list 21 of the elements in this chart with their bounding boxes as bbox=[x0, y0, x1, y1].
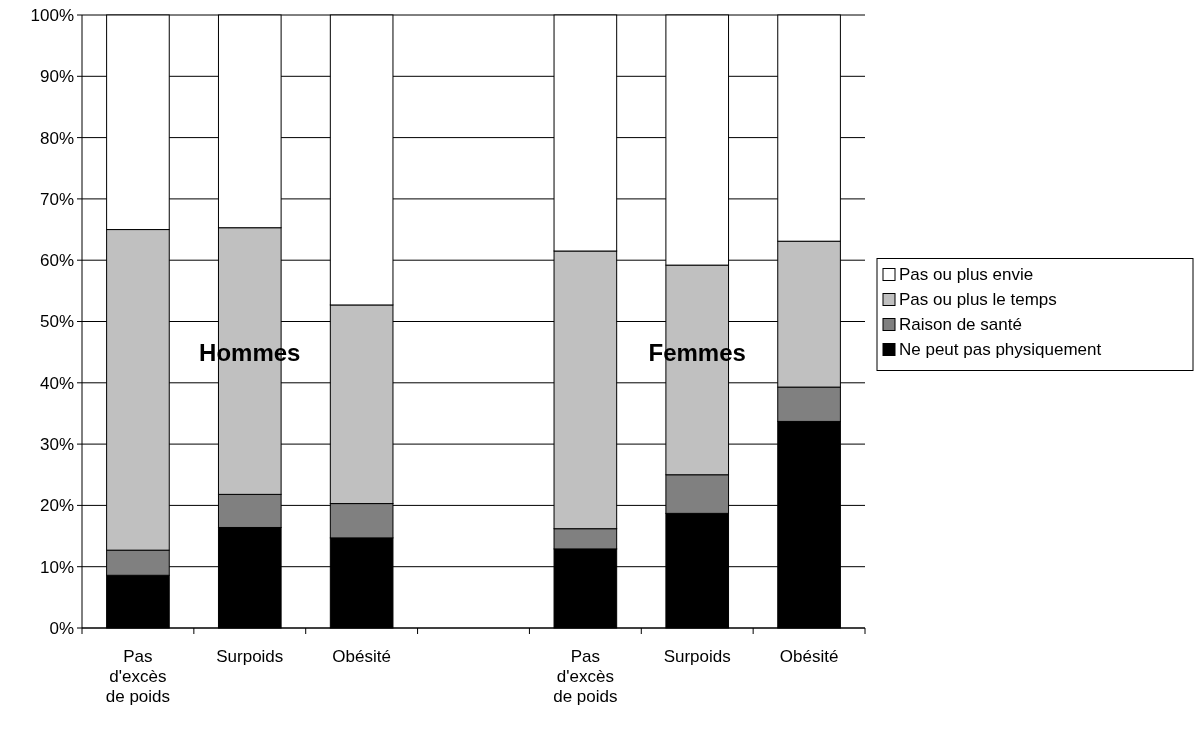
y-tick-label: 10% bbox=[39, 557, 74, 577]
legend-label: Raison de santé bbox=[899, 315, 1022, 335]
x-tick-label: Pas d'excès de poids bbox=[553, 647, 618, 706]
y-tick-label: 30% bbox=[39, 435, 74, 455]
legend-label: Pas ou plus le temps bbox=[899, 290, 1057, 310]
y-tick-label: 0% bbox=[49, 618, 74, 638]
y-tick-label: 100% bbox=[30, 5, 74, 25]
y-tick-label: 80% bbox=[39, 128, 74, 148]
y-tick-label: 20% bbox=[39, 496, 74, 516]
y-tick-label: 70% bbox=[39, 189, 74, 209]
x-tick-label: Obésité bbox=[779, 647, 839, 666]
legend-label: Ne peut pas physiquement bbox=[899, 340, 1102, 360]
x-tick-label: Surpoids bbox=[663, 647, 731, 666]
x-tick-label: Surpoids bbox=[216, 647, 284, 666]
y-tick-label: 50% bbox=[39, 312, 74, 332]
y-tick-label: 40% bbox=[39, 373, 74, 393]
y-tick-label: 90% bbox=[39, 67, 74, 87]
legend-label: Pas ou plus envie bbox=[899, 265, 1034, 285]
y-tick-label: 60% bbox=[39, 251, 74, 271]
x-tick-label: Pas d'excès de poids bbox=[105, 647, 171, 706]
x-tick-label: Obésité bbox=[332, 647, 391, 666]
